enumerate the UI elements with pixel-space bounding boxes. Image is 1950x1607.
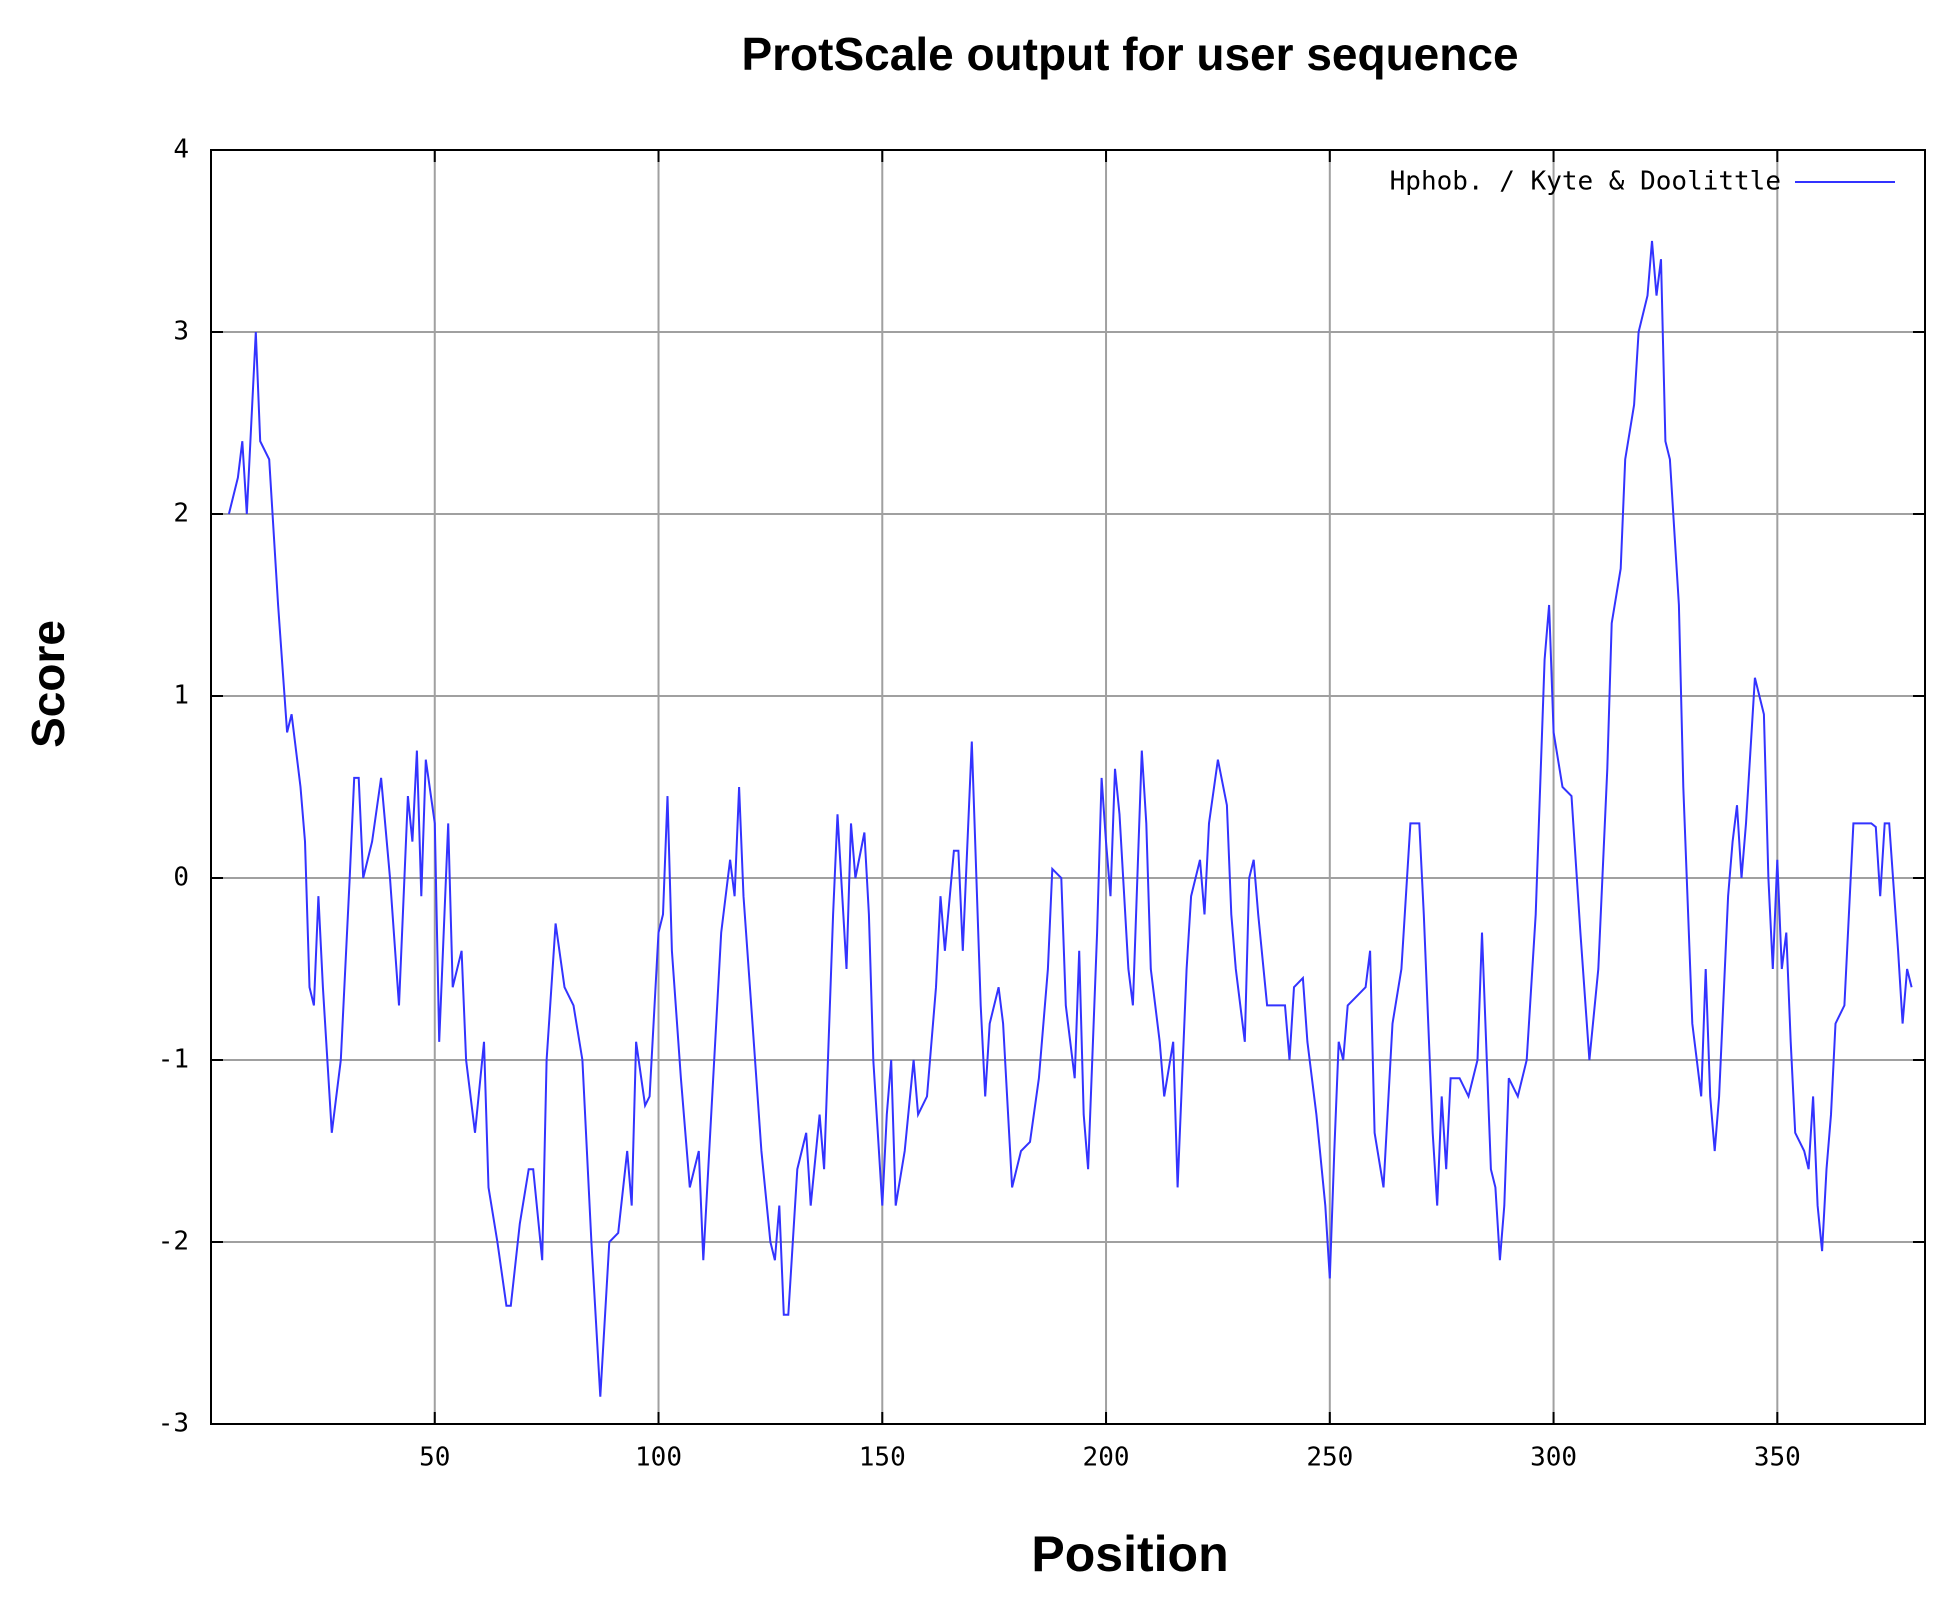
x-tick-label: 50 — [419, 1443, 450, 1473]
y-tick-label: 0 — [173, 863, 189, 893]
x-tick-label: 100 — [635, 1443, 682, 1473]
chart-title: ProtScale output for user sequence — [741, 28, 1518, 80]
x-tick-label: 150 — [859, 1443, 906, 1473]
y-tick-label: 2 — [173, 499, 189, 529]
y-tick-label: -3 — [158, 1409, 189, 1439]
x-tick-label: 300 — [1530, 1443, 1577, 1473]
x-axis-label: Position — [1031, 1526, 1228, 1582]
y-tick-label: 1 — [173, 681, 189, 711]
x-tick-label: 200 — [1083, 1443, 1130, 1473]
x-tick-label: 250 — [1306, 1443, 1353, 1473]
y-axis-label: Score — [22, 620, 74, 748]
y-tick-label: -2 — [158, 1227, 189, 1257]
legend-label: Hphob. / Kyte & Doolittle — [1390, 167, 1781, 197]
y-tick-label: -1 — [158, 1045, 189, 1075]
plot-frame — [210, 149, 1926, 1425]
data-line — [227, 240, 1913, 1397]
x-tick-label: 350 — [1754, 1443, 1801, 1473]
y-tick-label: 3 — [173, 317, 189, 347]
y-tick-label: 4 — [173, 135, 189, 165]
